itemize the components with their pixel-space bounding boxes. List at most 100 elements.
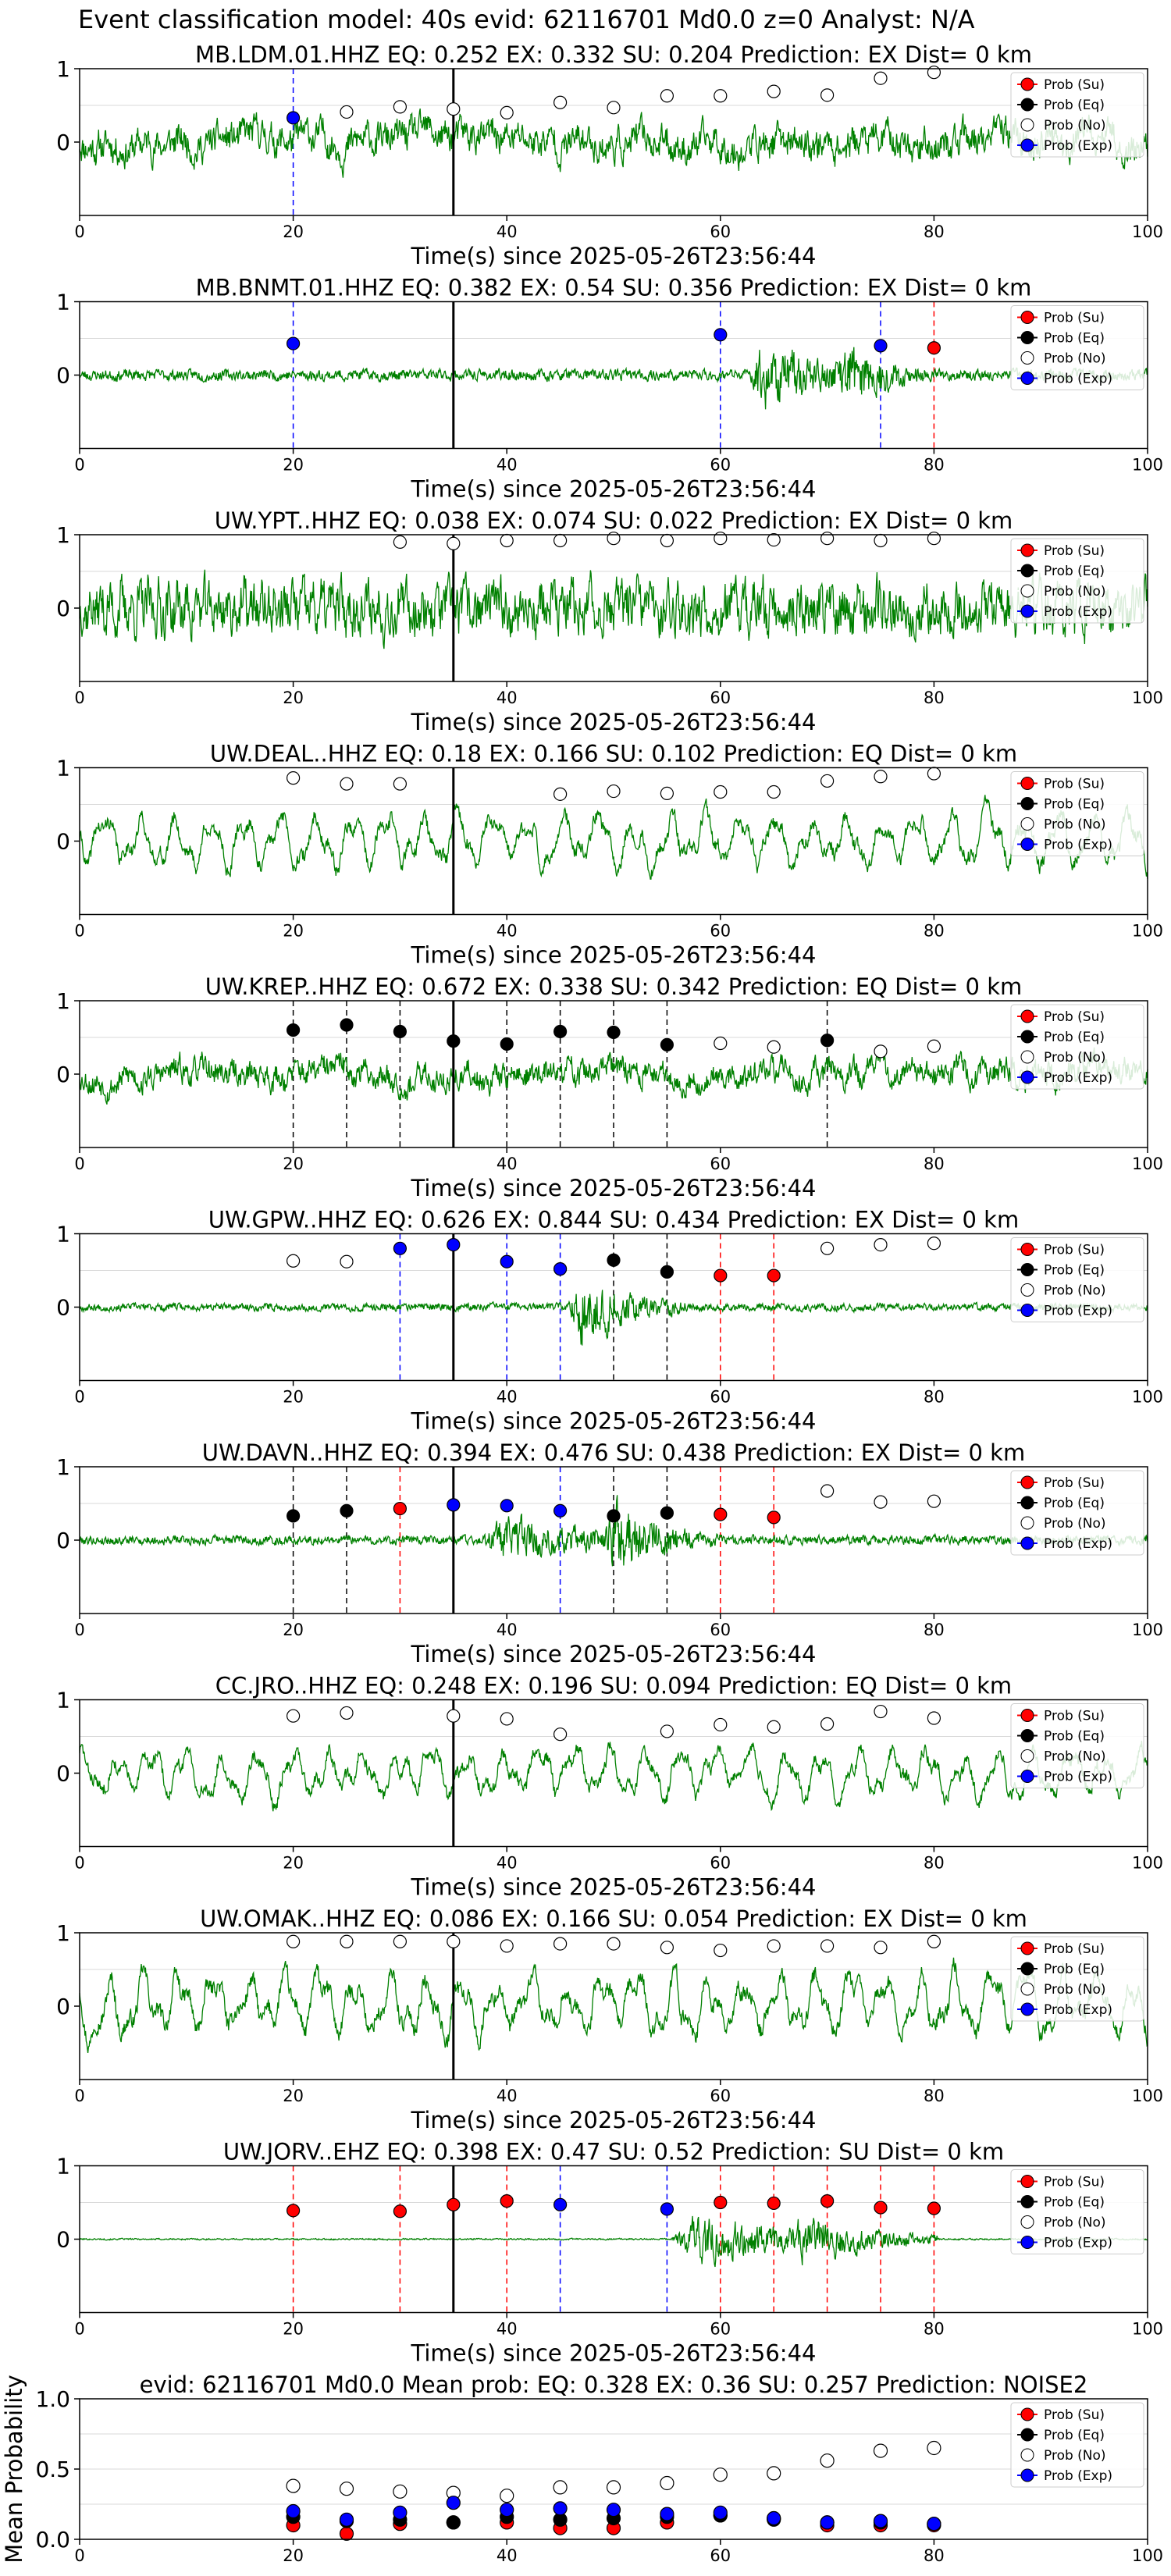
mean-point-exp [767, 2510, 781, 2526]
legend-box [1010, 1936, 1144, 2022]
prob-point-exp [553, 1503, 568, 1518]
x-tick-label: 100 [1132, 456, 1163, 475]
prob-point-no [927, 1236, 941, 1251]
x-tick-label: 40 [497, 222, 518, 241]
legend-marker-exp [1020, 1770, 1034, 1783]
panel-title: CC.JRO..HHZ EQ: 0.248 EX: 0.196 SU: 0.09… [215, 1673, 1012, 1699]
legend-marker-eq [1020, 1030, 1034, 1044]
legend-label-su: Prob (Su) [1044, 1941, 1105, 1957]
legend-marker-exp [1020, 604, 1034, 618]
prob-point-eq [660, 1265, 674, 1279]
x-tick-label: 60 [710, 2087, 731, 2105]
legend-label-exp: Prob (Exp) [1044, 1770, 1112, 1785]
y-tick-label: 0 [56, 130, 70, 155]
mean-point-exp [500, 2503, 514, 2517]
x-axis-label: Time(s) since 2025-05-26T23:56:44 [411, 476, 817, 503]
legend: Prob (Su) Prob (Eq) Prob (No) Prob (Exp) [1010, 305, 1144, 390]
mean-point-no [500, 2489, 514, 2503]
prob-point-no [874, 71, 888, 85]
prob-point-su [874, 2201, 888, 2215]
prob-point-no [714, 89, 728, 103]
x-tick-label: 20 [283, 922, 304, 941]
legend-label-no: Prob (No) [1044, 351, 1106, 367]
legend-box [1010, 72, 1144, 158]
x-tick-label: 20 [283, 2546, 304, 2565]
waveform-trace [79, 347, 1148, 410]
legend-label-no: Prob (No) [1044, 2215, 1106, 2231]
y-tick-label: 1 [56, 56, 70, 82]
y-tick-label: 1.0 [35, 2386, 70, 2412]
prob-point-no [820, 88, 835, 102]
mean-point-exp [553, 2501, 568, 2516]
legend-box [1010, 771, 1144, 856]
legend-marker-exp [1020, 1304, 1034, 1317]
legend: Prob (Su) Prob (Eq) Prob (No) Prob (Exp) [1010, 1237, 1144, 1322]
x-tick-label: 60 [710, 2320, 731, 2339]
prob-point-no [714, 1717, 728, 1732]
y-tick-label: 1 [56, 756, 70, 781]
prob-point-no [874, 1704, 888, 1719]
panel-11: evid: 62116701 Md0.0 Mean prob: EQ: 0.32… [1, 2371, 1163, 2565]
prob-point-exp [287, 336, 301, 350]
prob-point-no [660, 533, 674, 548]
x-tick-label: 80 [924, 2320, 945, 2339]
panel-title: MB.LDM.01.HHZ EQ: 0.252 EX: 0.332 SU: 0.… [195, 41, 1032, 68]
prob-point-no [393, 100, 408, 114]
legend-box [1010, 1470, 1144, 1556]
panel-title: UW.JORV..EHZ EQ: 0.398 EX: 0.47 SU: 0.52… [223, 2139, 1004, 2165]
prob-point-no [447, 536, 461, 550]
y-tick-label: 1 [56, 1454, 70, 1480]
prob-point-exp [553, 1262, 568, 1276]
legend-label-exp: Prob (Exp) [1044, 2468, 1112, 2484]
x-tick-label: 60 [710, 456, 731, 475]
prob-point-no [340, 1934, 354, 1948]
mean-point-exp [820, 2515, 835, 2530]
legend-label-eq: Prob (Eq) [1044, 98, 1105, 113]
mean-point-su [339, 2526, 354, 2541]
legend-label-eq: Prob (Eq) [1044, 1962, 1105, 1977]
mean-point-no [339, 2482, 354, 2496]
prob-point-exp [500, 1254, 514, 1268]
legend-label-eq: Prob (Eq) [1044, 797, 1105, 813]
x-tick-label: 40 [497, 922, 518, 941]
legend-label-exp: Prob (Exp) [1044, 838, 1112, 853]
legend-marker-su [1020, 1941, 1034, 1955]
panel-8: CC.JRO..HHZ EQ: 0.248 EX: 0.196 SU: 0.09… [56, 1673, 1163, 1901]
y-tick-label: 0 [56, 1994, 70, 2019]
mean-point-exp [393, 2505, 408, 2520]
x-tick-label: 0 [74, 1621, 84, 1639]
x-tick-label: 0 [74, 222, 84, 241]
prob-point-eq [553, 1024, 568, 1039]
prob-point-eq [660, 1037, 674, 1052]
prob-point-no [447, 102, 461, 116]
mean-point-no [606, 2480, 621, 2495]
prob-point-su [767, 1268, 781, 1283]
prob-point-eq [607, 1509, 621, 1523]
figure-header: Event classification model: 40s evid: 62… [78, 5, 975, 34]
legend-label-su: Prob (Su) [1044, 2407, 1105, 2423]
prob-point-no [767, 1720, 781, 1734]
legend-marker-su [1020, 777, 1034, 790]
prob-point-no [874, 1495, 888, 1509]
mean-point-exp [927, 2517, 941, 2532]
prob-point-no [767, 84, 781, 98]
y-tick-label: 1 [56, 2154, 70, 2179]
y-tick-label: 0 [56, 596, 70, 621]
x-tick-label: 60 [710, 1388, 731, 1407]
legend-label-eq: Prob (Eq) [1044, 564, 1105, 579]
y-tick-label: 0 [56, 1761, 70, 1787]
prob-point-no [607, 101, 621, 115]
x-axis-label: Time(s) since 2025-05-26T23:56:44 [411, 1641, 817, 1667]
x-tick-label: 80 [924, 1621, 945, 1639]
mean-point-no [927, 2440, 941, 2456]
legend-marker-no [1020, 1982, 1034, 1996]
prob-point-eq [607, 1253, 621, 1267]
legend-marker-exp [1020, 138, 1034, 152]
prob-point-no [340, 1706, 354, 1720]
legend-label-no: Prob (No) [1044, 817, 1106, 833]
legend-label-eq: Prob (Eq) [1044, 1496, 1105, 1511]
x-tick-label: 60 [710, 1854, 731, 1873]
legend-marker-su [1020, 1009, 1034, 1023]
prob-point-eq [447, 1034, 461, 1048]
x-axis-label: Time(s) since 2025-05-26T23:56:44 [411, 1408, 817, 1435]
